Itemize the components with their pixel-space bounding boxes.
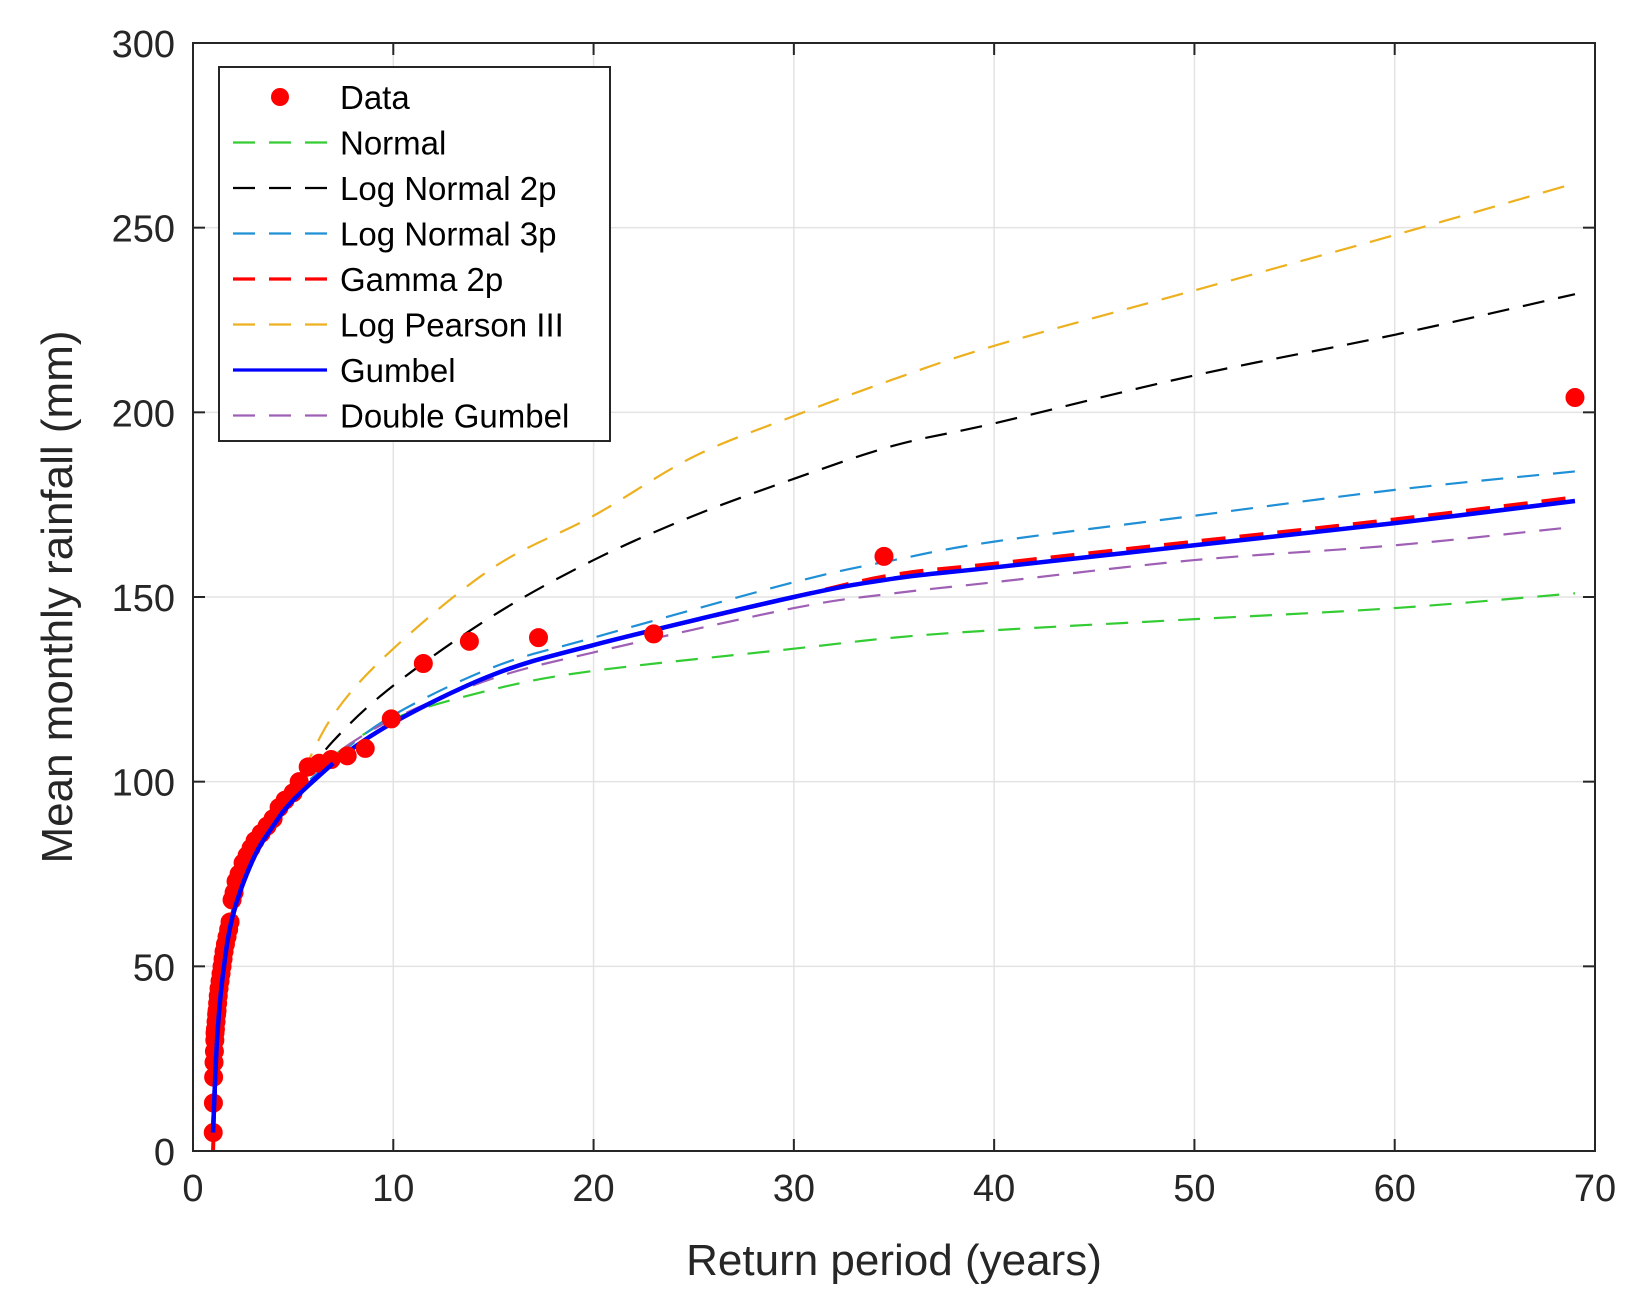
data-point <box>413 653 433 673</box>
y-axis-label: Mean monthly rainfall (mm) <box>33 330 82 863</box>
legend-label: Gamma 2p <box>340 261 503 298</box>
series-line-gumbel-overlay <box>210 761 335 1133</box>
legend-label: Double Gumbel <box>340 398 569 435</box>
x-tick-label: 20 <box>572 1168 614 1210</box>
y-tick-label: 200 <box>112 393 175 435</box>
series-line-normal <box>211 592 1576 1151</box>
legend-label: Log Pearson III <box>340 307 564 344</box>
series-line-log-pearson-iii <box>211 182 1576 1151</box>
x-tick-label: 0 <box>182 1168 203 1210</box>
data-point <box>337 746 357 766</box>
y-tick-label: 250 <box>112 209 175 251</box>
legend-label: Log Normal 2p <box>340 170 556 207</box>
x-axis-label: Return period (years) <box>686 1236 1102 1285</box>
data-points-layer <box>203 388 1585 1143</box>
legend-entry-log-normal-3p: Log Normal 3p <box>233 216 556 253</box>
x-tick-label: 30 <box>773 1168 815 1210</box>
legend-entry-log-normal-2p: Log Normal 2p <box>233 170 556 207</box>
legend-label: Gumbel <box>340 352 456 389</box>
legend-label: Data <box>340 79 410 116</box>
y-tick-label: 150 <box>112 578 175 620</box>
legend-marker-data <box>271 88 289 106</box>
x-tick-label: 40 <box>973 1168 1015 1210</box>
y-tick-label: 300 <box>112 24 175 66</box>
legend-entry-gumbel: Gumbel <box>233 352 456 389</box>
x-tick-label: 10 <box>372 1168 414 1210</box>
legend-entry-gamma-2p: Gamma 2p <box>233 261 503 298</box>
legend-entry-log-pearson-iii: Log Pearson III <box>233 307 564 344</box>
data-point <box>289 772 309 792</box>
axes-layer: 0 10 20 30 40 50 60 70 0 50 100 150 200 250 300 Return … <box>33 24 1616 1285</box>
legend-entry-data: Data <box>271 79 410 116</box>
x-tick-label: 60 <box>1374 1168 1416 1210</box>
legend-label: Log Normal 3p <box>340 216 556 253</box>
data-point <box>644 624 664 644</box>
legend-entry-double-gumbel: Double Gumbel <box>233 398 569 435</box>
y-tick-label: 50 <box>133 947 175 989</box>
data-point <box>528 628 548 648</box>
data-point <box>874 546 894 566</box>
data-point <box>381 709 401 729</box>
data-point <box>355 738 375 758</box>
legend-entry-normal: Normal <box>233 125 446 162</box>
x-tick-label: 70 <box>1574 1168 1616 1210</box>
data-point <box>459 631 479 651</box>
y-tick-label: 100 <box>112 763 175 805</box>
legend-label: Normal <box>340 125 446 162</box>
data-point <box>1565 388 1585 408</box>
x-tick-label: 50 <box>1173 1168 1215 1210</box>
legend-box <box>218 66 611 442</box>
y-tick-label: 0 <box>154 1132 175 1174</box>
legend: Data Normal Log Normal 2p Log Normal 3p Gamm… <box>218 66 611 442</box>
